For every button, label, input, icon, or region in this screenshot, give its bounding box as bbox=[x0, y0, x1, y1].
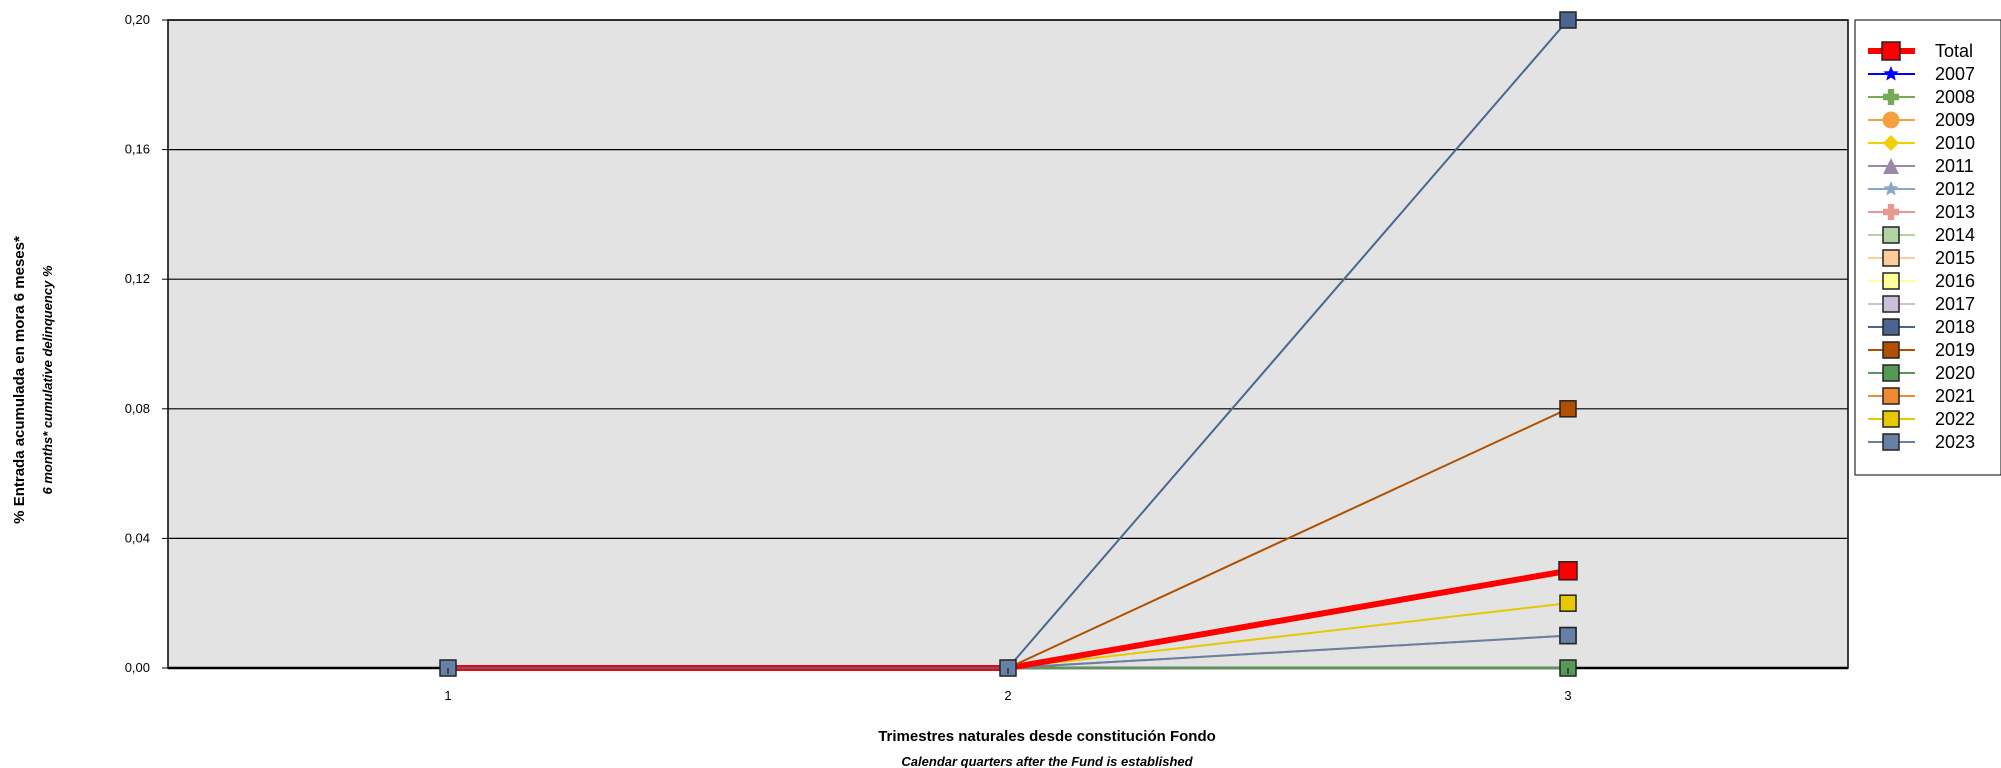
data-point bbox=[1558, 561, 1578, 581]
legend-label: 2019 bbox=[1935, 340, 1975, 360]
legend-item-total: Total bbox=[1868, 41, 1973, 61]
y-axis-sublabel: 6 months* cumulative delinquency % bbox=[40, 265, 55, 494]
legend-item-2023: 2023 bbox=[1868, 432, 1975, 452]
legend-label: 2010 bbox=[1935, 133, 1975, 153]
legend-marker bbox=[1883, 204, 1899, 220]
legend-marker bbox=[1882, 433, 1900, 451]
legend-label: 2021 bbox=[1935, 386, 1975, 406]
x-axis-label: Trimestres naturales desde constitución … bbox=[878, 728, 1216, 745]
plot-area bbox=[167, 19, 1849, 670]
legend-label: 2012 bbox=[1935, 179, 1975, 199]
y-tick-label: 0,20 bbox=[125, 12, 150, 27]
legend-label: 2014 bbox=[1935, 225, 1975, 245]
legend-item-2022: 2022 bbox=[1868, 409, 1975, 429]
legend-item-2009: 2009 bbox=[1868, 110, 1975, 130]
data-point bbox=[1559, 400, 1577, 418]
legend-item-2018: 2018 bbox=[1868, 317, 1975, 337]
legend-marker bbox=[1882, 226, 1900, 244]
legend-label: 2009 bbox=[1935, 110, 1975, 130]
legend: Total 2007 2008 2009 2010 2011 2012 2013 2014 201… bbox=[1854, 19, 2001, 476]
legend-item-2020: 2020 bbox=[1868, 363, 1975, 383]
legend-item-2015: 2015 bbox=[1868, 248, 1975, 268]
legend-label: 2008 bbox=[1935, 87, 1975, 107]
legend-label: Total bbox=[1935, 41, 1973, 61]
legend-label: 2022 bbox=[1935, 409, 1975, 429]
legend-marker bbox=[1882, 410, 1900, 428]
legend-marker bbox=[1881, 41, 1901, 61]
legend-marker bbox=[1883, 181, 1899, 196]
legend-item-2007: 2007 bbox=[1868, 64, 1975, 84]
legend-item-2011: 2011 bbox=[1868, 156, 1974, 176]
legend-item-2010: 2010 bbox=[1868, 133, 1975, 153]
legend-label: 2020 bbox=[1935, 363, 1975, 383]
axis-ticks: 0,00 0,04 0,08 0,12 0,16 0,20 1 2 3 bbox=[125, 12, 1572, 703]
legend-label: 2011 bbox=[1935, 156, 1974, 176]
legend-marker bbox=[1882, 318, 1900, 336]
legend-label: 2015 bbox=[1935, 248, 1975, 268]
legend-marker bbox=[1882, 272, 1900, 290]
x-axis-sublabel: Calendar quarters after the Fund is esta… bbox=[901, 754, 1193, 768]
legend-marker bbox=[1883, 158, 1899, 174]
legend-marker bbox=[1882, 341, 1900, 359]
legend-marker bbox=[1882, 111, 1900, 129]
x-tick-label: 1 bbox=[444, 688, 451, 703]
legend-label: 2017 bbox=[1935, 294, 1975, 314]
y-tick-label: 0,12 bbox=[125, 271, 150, 286]
data-point bbox=[1559, 594, 1577, 612]
legend-marker bbox=[1882, 249, 1900, 267]
legend-label: 2016 bbox=[1935, 271, 1975, 291]
plot-background bbox=[167, 19, 1849, 669]
legend-item-2016: 2016 bbox=[1868, 271, 1975, 291]
legend-marker bbox=[1882, 295, 1900, 313]
legend-box bbox=[1854, 19, 2001, 476]
legend-item-2021: 2021 bbox=[1868, 386, 1975, 406]
x-tick-label: 2 bbox=[1004, 688, 1011, 703]
legend-marker bbox=[1883, 135, 1899, 151]
legend-item-2013: 2013 bbox=[1868, 202, 1975, 222]
legend-label: 2013 bbox=[1935, 202, 1975, 222]
legend-marker bbox=[1882, 387, 1900, 405]
data-point bbox=[1559, 626, 1577, 645]
legend-item-2019: 2019 bbox=[1868, 340, 1975, 360]
legend-label: 2018 bbox=[1935, 317, 1975, 337]
legend-marker bbox=[1882, 364, 1900, 382]
legend-marker bbox=[1883, 66, 1899, 81]
legend-marker bbox=[1883, 89, 1899, 105]
legend-label: 2023 bbox=[1935, 432, 1975, 452]
legend-item-2012: 2012 bbox=[1868, 179, 1975, 199]
legend-item-2008: 2008 bbox=[1868, 87, 1975, 107]
y-axis-label: % Entrada acumulada en mora 6 meses* bbox=[11, 236, 28, 524]
data-point bbox=[1559, 11, 1577, 29]
legend-item-2014: 2014 bbox=[1868, 225, 1975, 245]
y-tick-label: 0,16 bbox=[125, 142, 150, 157]
y-tick-label: 0,04 bbox=[125, 530, 150, 545]
x-tick-label: 3 bbox=[1564, 688, 1571, 703]
y-tick-label: 0,08 bbox=[125, 401, 150, 416]
legend-label: 2007 bbox=[1935, 64, 1975, 84]
y-tick-label: 0,00 bbox=[125, 660, 150, 675]
legend-item-2017: 2017 bbox=[1868, 294, 1975, 314]
